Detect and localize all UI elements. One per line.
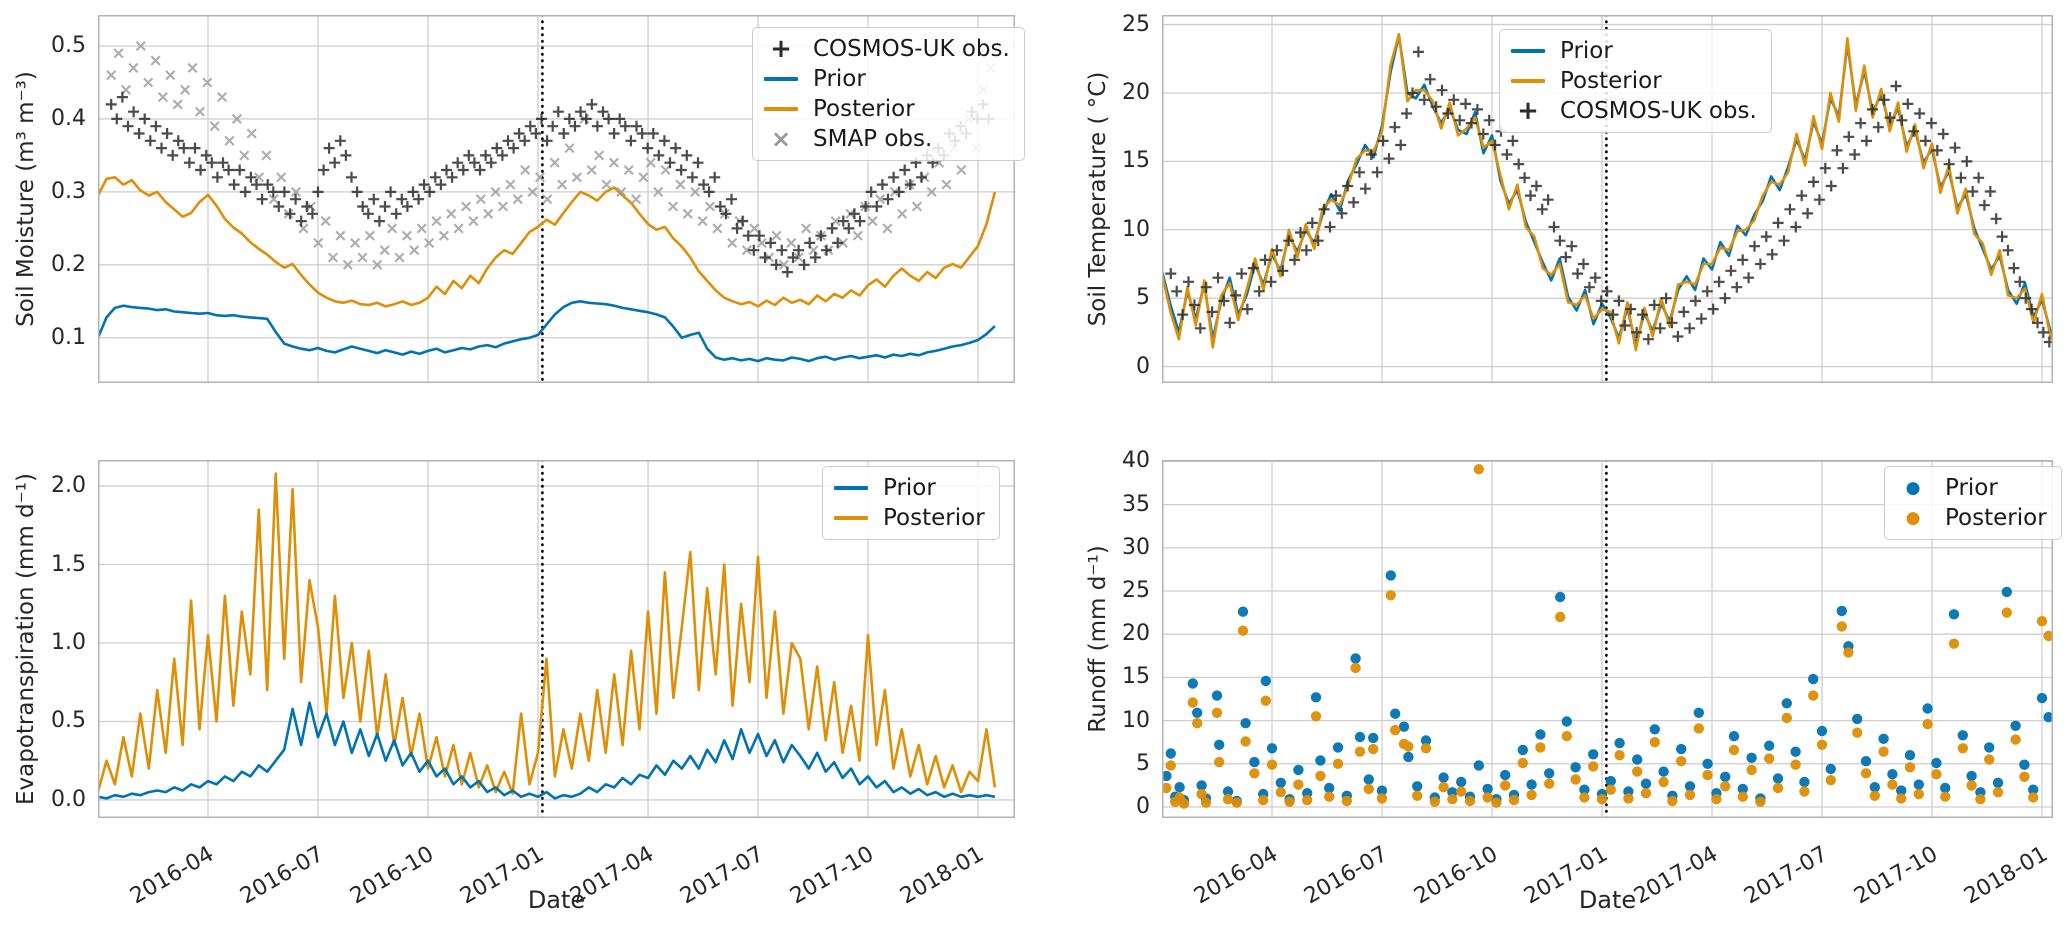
legend-label: Posterior <box>1560 68 1662 94</box>
soil-moisture-posterior-line <box>98 176 997 308</box>
soil-temperature-ylabel: Soil Temperature ( °C) <box>1085 71 1111 327</box>
y-tick-label: 35 <box>1122 491 1150 517</box>
legend-label: SMAP obs. <box>813 126 933 152</box>
legend-label: COSMOS-UK obs. <box>813 36 1010 62</box>
line-swatch-icon <box>1508 49 1548 53</box>
y-tick-label: 25 <box>1122 577 1150 603</box>
x-tick-label: 2017-07 <box>1740 841 1833 910</box>
y-tick-label: 0 <box>1136 794 1150 820</box>
x-tick-label: 2018-01 <box>1960 841 2053 910</box>
legend-label: Prior <box>813 66 866 92</box>
evapotranspiration-posterior-line <box>98 472 997 796</box>
soil-moisture-obs-plus-markers <box>105 91 995 278</box>
date-xlabel-right: Date <box>1578 886 1637 914</box>
legend-label: Prior <box>883 475 936 501</box>
legend-label: Posterior <box>813 96 915 122</box>
y-tick-label: 0.3 <box>51 178 86 204</box>
x-tick-label: 2018-01 <box>896 841 989 910</box>
y-tick-label: 40 <box>1122 448 1150 474</box>
legend-item: Posterior <box>831 503 985 533</box>
x-tick-label: 2017-07 <box>676 841 769 910</box>
y-tick-label: 30 <box>1122 534 1150 560</box>
y-tick-label: 2.0 <box>51 473 86 499</box>
date-xlabel-left: Date <box>527 886 586 914</box>
runoff-posterior-dots <box>1162 464 2053 809</box>
x-marker-icon: × <box>770 125 792 153</box>
y-tick-label: 0.0 <box>51 786 86 812</box>
evapotranspiration-prior-line <box>98 701 996 800</box>
dot-marker-icon: ● <box>1905 478 1921 498</box>
soil-moisture-legend: + COSMOS-UK obs. Prior Posterior × SMAP … <box>752 27 1025 161</box>
y-tick-label: 0.5 <box>51 708 86 734</box>
legend-item: Posterior <box>1508 66 1757 96</box>
evapotranspiration-legend: Prior Posterior <box>822 466 1000 540</box>
y-tick-label: 0.4 <box>51 105 86 131</box>
plus-marker-icon: + <box>770 34 792 64</box>
legend-item: × SMAP obs. <box>761 124 1010 154</box>
y-tick-label: 5 <box>1136 285 1150 311</box>
legend-item: Prior <box>831 473 985 503</box>
plus-marker-icon: + <box>1517 96 1539 126</box>
x-tick-label: 2017-10 <box>786 841 879 910</box>
y-tick-label: 10 <box>1122 707 1150 733</box>
y-tick-label: 10 <box>1122 216 1150 242</box>
legend-label: Posterior <box>1945 505 2047 531</box>
legend-item: Posterior <box>761 94 1010 124</box>
legend-label: Prior <box>1560 38 1613 64</box>
y-tick-label: 0.2 <box>51 251 86 277</box>
y-tick-label: 0.5 <box>51 33 86 58</box>
legend-label: Prior <box>1945 475 1998 501</box>
runoff-legend: ● Prior ● Posterior <box>1884 466 2062 540</box>
line-swatch-icon <box>761 77 801 81</box>
y-tick-label: 1.5 <box>51 551 86 577</box>
x-tick-label: 2016-07 <box>236 841 329 910</box>
line-swatch-icon <box>761 107 801 111</box>
line-swatch-icon <box>831 516 871 520</box>
legend-label: Posterior <box>883 505 985 531</box>
y-tick-label: 15 <box>1122 148 1150 174</box>
legend-item: Prior <box>761 64 1010 94</box>
legend-item: ● Prior <box>1893 473 2047 503</box>
line-swatch-icon <box>831 486 871 490</box>
y-tick-label: 0.1 <box>51 324 86 350</box>
y-tick-label: 25 <box>1122 11 1150 37</box>
legend-item: + COSMOS-UK obs. <box>1508 96 1757 126</box>
y-tick-label: 20 <box>1122 621 1150 647</box>
soil-moisture-prior-line <box>98 299 996 363</box>
y-tick-label: 0 <box>1136 353 1150 379</box>
legend-item: + COSMOS-UK obs. <box>761 34 1010 64</box>
y-tick-label: 1.0 <box>51 630 86 655</box>
legend-item: ● Posterior <box>1893 503 2047 533</box>
soil-temperature-obs-plus-markers <box>1165 46 2053 348</box>
y-tick-label: 20 <box>1122 79 1150 105</box>
x-tick-label: 2016-10 <box>346 841 439 910</box>
x-tick-label: 2016-04 <box>1190 841 1283 910</box>
x-tick-label: 2016-04 <box>126 841 219 910</box>
soil-temperature-posterior-line <box>1162 32 2053 352</box>
dot-marker-icon: ● <box>1905 508 1921 528</box>
legend-label: COSMOS-UK obs. <box>1560 98 1757 124</box>
x-tick-label: 2016-07 <box>1300 841 1393 910</box>
soil-temperature-legend: Prior Posterior + COSMOS-UK obs. <box>1499 29 1772 133</box>
legend-item: Prior <box>1508 36 1757 66</box>
y-tick-label: 15 <box>1122 664 1150 690</box>
x-tick-label: 2016-10 <box>1410 841 1503 910</box>
line-swatch-icon <box>1508 79 1548 83</box>
y-tick-label: 5 <box>1136 750 1150 776</box>
x-tick-label: 2017-10 <box>1850 841 1943 910</box>
